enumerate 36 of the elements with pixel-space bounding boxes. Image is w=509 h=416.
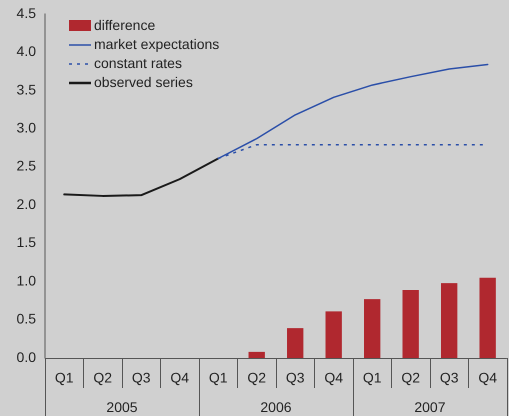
bar bbox=[402, 290, 419, 358]
y-tick-label: 4.0 bbox=[16, 43, 36, 60]
x-tick-label: Q1 bbox=[54, 369, 74, 386]
y-tick-label: 3.0 bbox=[16, 120, 36, 136]
bar bbox=[440, 283, 458, 358]
y-tick-label: 1.5 bbox=[16, 234, 36, 250]
y-tick-label: 4.5 bbox=[16, 4, 36, 21]
bar bbox=[479, 278, 496, 358]
x-tick-label: Q4 bbox=[170, 369, 190, 386]
legend-label: constant rates bbox=[94, 54, 182, 71]
bar bbox=[364, 299, 380, 358]
y-tick-label: 2.0 bbox=[16, 196, 36, 212]
legend-label: difference bbox=[94, 16, 156, 33]
legend-label: observed series bbox=[94, 74, 193, 90]
x-tick-label: Q4 bbox=[324, 369, 344, 386]
x-tick-label: Q3 bbox=[132, 369, 151, 386]
x-tick-label: Q1 bbox=[362, 369, 382, 386]
y-tick-label: 2.5 bbox=[16, 158, 36, 174]
text: 2007 bbox=[414, 398, 446, 415]
bar bbox=[287, 328, 304, 358]
legend-label: market expectations bbox=[94, 36, 220, 52]
y-tick-label: 0.5 bbox=[16, 310, 36, 327]
bar bbox=[326, 311, 342, 358]
y-tick-label: 0.0 bbox=[16, 348, 36, 365]
x-tick-label: Q3 bbox=[286, 369, 305, 386]
x-tick-label: Q4 bbox=[478, 369, 498, 386]
bar bbox=[248, 352, 265, 358]
x-tick-label: Q2 bbox=[401, 369, 420, 386]
x-tick-label: Q1 bbox=[208, 369, 228, 386]
text: 2005 bbox=[106, 398, 138, 415]
y-tick-label: 3.5 bbox=[16, 81, 36, 98]
x-tick-label: Q2 bbox=[93, 369, 112, 386]
text: 2006 bbox=[260, 398, 292, 415]
x-tick-label: Q2 bbox=[247, 369, 266, 386]
y-tick-label: 1.0 bbox=[16, 272, 36, 288]
x-tick-label: Q3 bbox=[440, 369, 459, 386]
